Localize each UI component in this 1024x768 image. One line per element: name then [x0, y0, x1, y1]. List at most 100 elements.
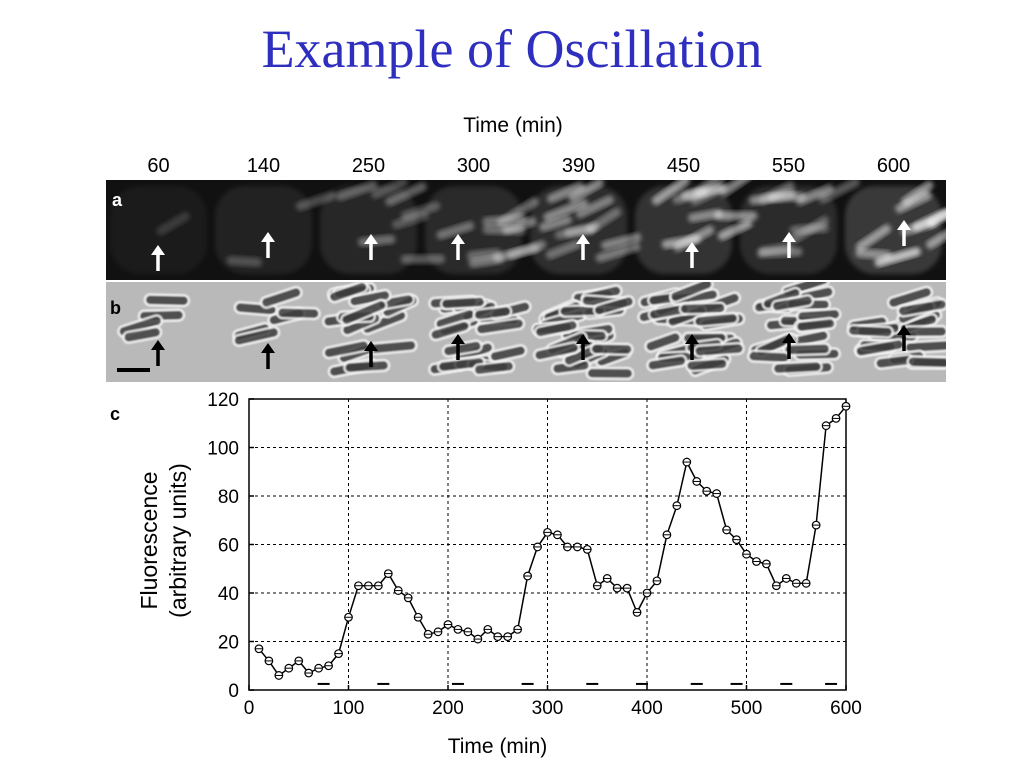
data-point — [393, 586, 403, 595]
data-point — [742, 549, 751, 559]
bacterial-cell — [846, 323, 895, 339]
fluorescence-haze — [215, 186, 312, 274]
x-tick-label: 200 — [432, 698, 464, 719]
fluorescent-cell — [595, 242, 641, 263]
data-point — [443, 620, 453, 629]
y-tick-label: 40 — [218, 584, 239, 605]
fluorescent-cell — [925, 224, 946, 249]
data-point — [383, 569, 393, 578]
fluorescent-cell — [855, 224, 892, 252]
fluorescent-cell — [554, 225, 596, 240]
x-tick-label: 0 — [244, 698, 255, 719]
data-point — [672, 501, 682, 511]
time-label: 60 — [147, 155, 169, 177]
x-tick-label: 400 — [631, 698, 663, 719]
fluorescence-haze — [320, 186, 417, 274]
fluorescent-cell — [370, 180, 408, 199]
x-tick-label: 100 — [333, 698, 365, 719]
data-point — [662, 530, 672, 540]
fluorescent-cell — [156, 211, 190, 236]
fluorescence-cells — [110, 180, 946, 274]
data-point — [622, 583, 632, 593]
data-point — [821, 421, 831, 431]
data-point — [602, 574, 612, 583]
cell-arrow — [151, 340, 165, 366]
data-point — [423, 629, 433, 639]
phase-arrows — [151, 325, 911, 369]
bacterial-cell — [343, 358, 391, 375]
phase-contrast-panel: b — [106, 282, 946, 382]
y-tick-label: 60 — [218, 536, 239, 557]
bacterial-cell — [644, 330, 683, 354]
fluorescent-cell — [539, 215, 573, 232]
fluorescence-chart: 0 100 200 300 400 500 600 0 20 40 60 80 100 120 Time (… — [136, 390, 862, 758]
data-point — [254, 644, 264, 654]
data-point — [612, 583, 622, 593]
cell-arrow — [685, 242, 699, 268]
data-point — [463, 627, 473, 637]
y-tick-label: 20 — [218, 633, 239, 654]
data-point — [453, 624, 463, 634]
fluorescent-cell — [600, 233, 642, 250]
x-tick-label: 600 — [830, 698, 862, 719]
fluorescent-cell — [901, 181, 934, 206]
fluorescent-cell — [436, 221, 475, 240]
cell-arrow — [364, 341, 378, 367]
bacterial-cell — [532, 341, 581, 362]
fluorescent-cell — [895, 191, 932, 214]
data-point — [762, 559, 771, 569]
data-point — [364, 581, 373, 591]
data-point — [791, 578, 801, 588]
y-axis-label: Fluorescence — [136, 471, 162, 609]
time-label: 250 — [352, 155, 385, 177]
bacterial-cell — [143, 293, 191, 308]
bacterial-cell — [259, 285, 303, 310]
bacterial-cell — [474, 316, 526, 336]
bacterial-cell — [488, 343, 528, 364]
data-point — [642, 588, 652, 598]
bacterial-cell — [646, 354, 688, 373]
data-point — [354, 581, 363, 591]
fluorescent-cell — [687, 208, 723, 223]
cell-arrow — [451, 334, 465, 360]
cell-arrow — [151, 245, 165, 271]
bacterial-cell — [906, 354, 946, 370]
data-point — [543, 527, 552, 537]
bacterial-cell — [472, 359, 516, 377]
fluorescent-cell — [789, 223, 829, 235]
time-labels: 60 140 250 300 390 450 550 600 — [147, 155, 910, 177]
cell-arrow — [782, 232, 796, 258]
time-label: 300 — [457, 155, 490, 177]
cell-arrow — [364, 234, 378, 260]
data-point — [582, 544, 592, 554]
panel-label-c: c — [110, 404, 120, 424]
fluorescent-cell — [482, 213, 528, 226]
time-label: 600 — [877, 155, 910, 177]
bacterial-cell — [275, 305, 321, 321]
data-point — [563, 542, 572, 552]
data-point — [732, 535, 741, 545]
cell-arrow — [261, 232, 275, 258]
fluorescent-cell — [661, 234, 701, 249]
data-point — [722, 525, 731, 535]
time-label: 450 — [667, 155, 700, 177]
bacterial-cell — [684, 357, 729, 373]
data-point — [314, 663, 324, 673]
fluorescent-cell — [719, 180, 752, 197]
bacterial-cell — [782, 342, 832, 357]
bacterial-cell — [771, 359, 824, 376]
bacterial-cell — [428, 319, 472, 342]
fluorescent-cell — [295, 191, 336, 211]
data-point — [553, 530, 562, 540]
data-point — [403, 593, 413, 603]
y-tick-label: 80 — [218, 487, 239, 508]
y-tick-label: 0 — [228, 681, 239, 702]
y-axis-label-units: (arbitrary units) — [165, 463, 191, 618]
x-tick-label: 500 — [731, 698, 763, 719]
data-point — [264, 656, 274, 666]
fluorescent-cell — [680, 183, 725, 200]
cell-arrow — [576, 334, 590, 360]
fluorescent-cell — [818, 180, 860, 204]
data-point — [841, 401, 851, 411]
